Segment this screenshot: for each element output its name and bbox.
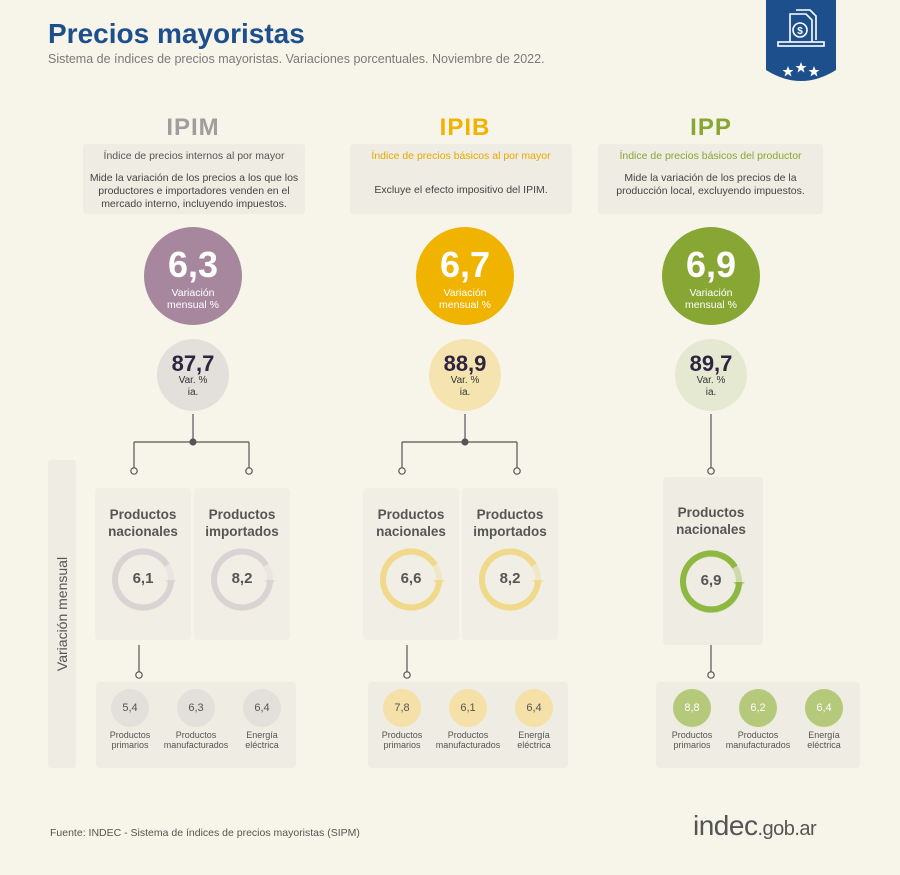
index-code: IPIM [166, 114, 220, 141]
donut-ring: 6,1 [109, 546, 177, 614]
connector-node [707, 671, 715, 679]
donut-value: 8,2 [231, 570, 253, 587]
connector-node [707, 467, 715, 475]
products-panel [663, 477, 763, 645]
annual-variation-circle: 89,7 Var. % ia. [675, 339, 747, 411]
index-code: IPIB [439, 114, 491, 141]
donut-ring: 6,6 [377, 546, 445, 614]
vertical-label-bar [48, 460, 76, 768]
donut-ring: 6,9 [677, 548, 745, 616]
monthly-variation-circle: 6,3 Variación mensual % [144, 227, 242, 325]
annual-variation-value: 87,7 [171, 351, 215, 376]
sub-index-label: Energía eléctrica [517, 730, 551, 750]
sub-index-circle: 6,2 [739, 689, 777, 727]
connector-node [135, 671, 143, 679]
sub-index-label: Energía eléctrica [245, 730, 279, 750]
products-panel [194, 488, 290, 640]
donut-value: 6,1 [132, 570, 154, 587]
donut-value: 6,6 [400, 570, 422, 587]
index-code: IPP [690, 114, 732, 141]
sub-index-label: Productos manufacturados [163, 730, 229, 750]
sub-index-circle: 6,1 [449, 689, 487, 727]
products-panel [363, 488, 459, 640]
annual-variation-label: Var. % ia. [450, 375, 480, 398]
monthly-variation-label: Variación mensual % [685, 287, 737, 311]
product-label: Productos nacionales [676, 505, 746, 537]
indec-logo: indec.gob.ar [693, 810, 817, 841]
index-description: Mide la variación de los precios a los q… [89, 172, 299, 210]
annual-variation-label: Var. % ia. [696, 375, 726, 398]
donut-arc [680, 550, 745, 613]
monthly-variation-value: 6,3 [167, 244, 219, 285]
product-label: Productos nacionales [108, 507, 178, 539]
connector-node [398, 467, 406, 475]
annual-variation-value: 88,9 [443, 351, 487, 376]
donut-arc [380, 548, 445, 611]
monthly-variation-circle: 6,9 Variación mensual % [662, 227, 760, 325]
page-title: Precios mayoristas [48, 18, 305, 49]
product-label: Productos importados [473, 507, 547, 539]
sub-index-label: Productos primarios [109, 730, 151, 750]
connector-node [513, 467, 521, 475]
sub-index-circle: 6,4 [515, 689, 553, 727]
monthly-variation-circle: 6,7 Variación mensual % [416, 227, 514, 325]
product-label: Productos nacionales [376, 507, 446, 539]
annual-variation-label: Var. % ia. [178, 375, 208, 398]
sub-index-circle: 6,4 [243, 689, 281, 727]
index-name: Índice de precios básicos al por mayor [371, 150, 551, 162]
description-box [350, 144, 572, 214]
monthly-variation-label: Variación mensual % [167, 287, 219, 311]
description-box [83, 144, 305, 214]
price-tag-icon: $ [766, 0, 836, 81]
source-note: Fuente: INDEC - Sistema de índices de pr… [50, 827, 360, 839]
monthly-variation-value: 6,9 [685, 244, 737, 285]
index-name: Índice de precios básicos del productor [619, 150, 802, 162]
annual-variation-value: 89,7 [689, 351, 733, 376]
sub-index-label: Productos primarios [671, 730, 713, 750]
connector-node [403, 671, 411, 679]
connector-node [461, 438, 469, 446]
index-description: Mide la variación de los precios de la p… [616, 172, 805, 197]
donut-arc [211, 548, 276, 611]
page-subtitle: Sistema de índices de precios mayoristas… [48, 52, 545, 66]
index-description: Excluye el efecto impositivo del IPIM. [374, 184, 548, 196]
sub-index-label: Energía eléctrica [807, 730, 841, 750]
donut-arc [479, 548, 544, 611]
donut-ring: 8,2 [476, 546, 544, 614]
annual-variation-circle: 87,7 Var. % ia. [157, 339, 229, 411]
connector-node [130, 467, 138, 475]
index-name: Índice de precios internos al por mayor [103, 150, 285, 162]
donut-arc [112, 548, 177, 611]
monthly-variation-label: Variación mensual % [439, 287, 491, 311]
sub-index-circle: 6,3 [177, 689, 215, 727]
connector-node [189, 438, 197, 446]
sub-index-circle: 7,8 [383, 689, 421, 727]
product-label: Productos importados [205, 507, 279, 539]
monthly-variation-value: 6,7 [439, 244, 491, 285]
sub-index-circle: 6,4 [805, 689, 843, 727]
sub-index-label: Productos manufacturados [725, 730, 791, 750]
donut-value: 8,2 [499, 570, 521, 587]
sub-index-circle: 8,8 [673, 689, 711, 727]
donut-value: 6,9 [700, 572, 722, 589]
sub-index-circle: 5,4 [111, 689, 149, 727]
products-panel [95, 488, 191, 640]
products-panel [462, 488, 558, 640]
donut-ring: 8,2 [208, 546, 276, 614]
sub-index-label: Productos primarios [381, 730, 423, 750]
annual-variation-circle: 88,9 Var. % ia. [429, 339, 501, 411]
connector-node [245, 467, 253, 475]
description-box [598, 144, 823, 214]
sub-index-label: Productos manufacturados [435, 730, 501, 750]
svg-text:$: $ [797, 26, 803, 37]
